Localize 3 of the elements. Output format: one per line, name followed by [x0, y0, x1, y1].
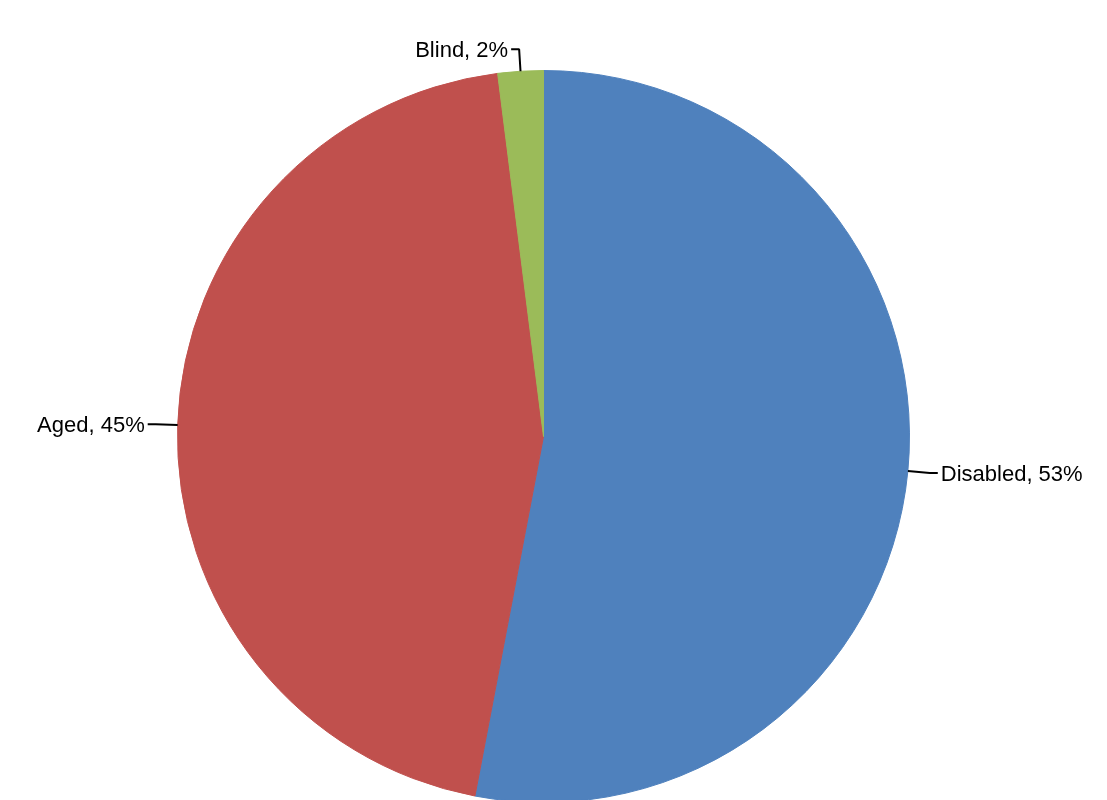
slice-label: Aged, 45%	[37, 411, 145, 437]
slice-label: Blind, 2%	[415, 36, 509, 62]
slice-label: Disabled, 53%	[940, 460, 1083, 486]
